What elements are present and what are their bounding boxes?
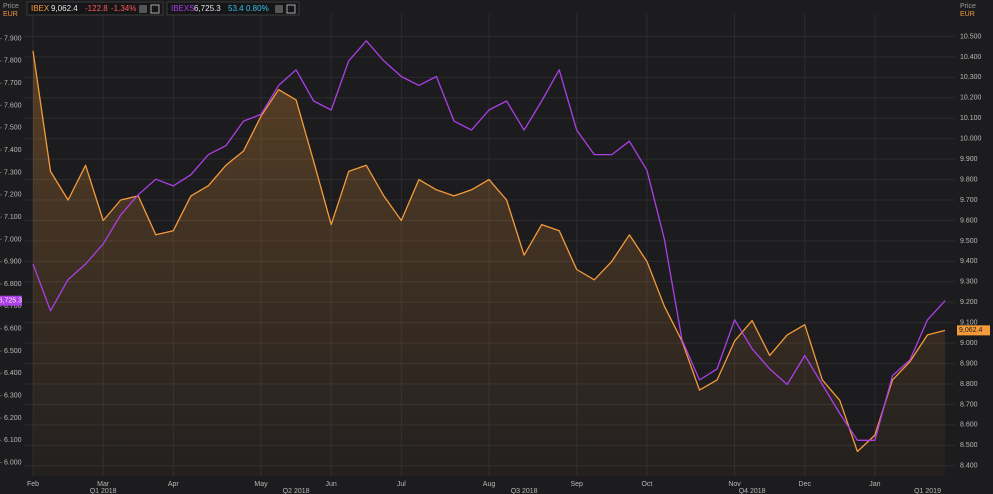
- legend-last: 6,725.3: [194, 4, 221, 13]
- y-tick-label: 7.400: [4, 147, 22, 154]
- x-tick-label: Mar: [97, 481, 110, 488]
- y-tick-label: 6.300: [4, 392, 22, 399]
- y-tick-label: 7.000: [4, 236, 22, 243]
- x-quarter-label: Q4 2018: [739, 488, 766, 494]
- y-tick-label: 6.800: [4, 281, 22, 288]
- y2-axis-unit: EUR: [960, 11, 975, 18]
- y-tick-label: 7.600: [4, 102, 22, 109]
- x-quarter-label: Q2 2018: [283, 488, 310, 494]
- legend-change-pct: 0.80%: [246, 4, 269, 13]
- y2-tick-label: 10.300: [960, 74, 982, 81]
- y2-tick-label: 9.000: [960, 340, 978, 347]
- legend-menu-icon[interactable]: [139, 5, 147, 13]
- legend-name: IBEX: [31, 4, 50, 13]
- x-tick-label: Dec: [799, 481, 812, 488]
- y2-tick-label: 10.200: [960, 95, 982, 102]
- legend-remove-icon[interactable]: [150, 4, 160, 14]
- legend-box: [26, 1, 164, 16]
- x-quarter-label: Q3 2018: [511, 488, 538, 494]
- y-tick-label: 7.900: [4, 35, 22, 42]
- y-tick-label: 7.200: [4, 192, 22, 199]
- legend-item[interactable]: IBEXS 6,725.3 53.4 0.80%: [166, 1, 300, 16]
- area: [33, 50, 946, 477]
- y2-axis-label: Price: [960, 3, 976, 10]
- y-axis-unit: EUR: [3, 11, 18, 18]
- y2-tick-label: 9.800: [960, 176, 978, 183]
- y2-tick-label: 8.400: [960, 463, 978, 470]
- x-tick-label: Aug: [483, 481, 496, 488]
- last-value-badge: [0, 295, 22, 306]
- plot-area: [32, 40, 946, 477]
- y-tick-label: 6.400: [4, 370, 22, 377]
- y2-tick-label: 9.300: [960, 279, 978, 286]
- y-tick-label: 6.700: [4, 303, 22, 310]
- x-tick-label: Jun: [326, 481, 337, 488]
- y2-tick-label: 10.100: [960, 115, 982, 122]
- x-tick-label: Feb: [27, 481, 39, 488]
- y-tick-label: 6.900: [4, 259, 22, 266]
- axes: 6.000 6.100 6.200 6.300 6.400 6.500 6.600 6.700…: [0, 33, 990, 494]
- x-tick-label: May: [254, 481, 268, 488]
- x-quarter-label: Q1 2018: [90, 488, 117, 494]
- y2-tick-label: 8.500: [960, 442, 978, 449]
- y2-tick-label: 10.000: [960, 136, 982, 143]
- x-tick-label: Apr: [168, 481, 180, 488]
- y2-tick-label: 9.100: [960, 320, 978, 327]
- line: [32, 40, 946, 441]
- y-tick-label: 7.100: [4, 214, 22, 221]
- y2-tick-label: 9.600: [960, 217, 978, 224]
- y2-tick-label: 9.900: [960, 156, 978, 163]
- legend-remove-icon[interactable]: [286, 4, 296, 14]
- y2-tick-label: 9.400: [960, 258, 978, 265]
- y-tick-label: 6.600: [4, 326, 22, 333]
- x-tick-label: Sep: [571, 481, 584, 488]
- y-tick-label: 7.700: [4, 80, 22, 87]
- y-tick-label: 7.300: [4, 169, 22, 176]
- y2-tick-label: 8.900: [960, 360, 978, 367]
- legend-menu-icon[interactable]: [275, 5, 283, 13]
- y2-tick-label: 8.800: [960, 381, 978, 388]
- line: [32, 50, 946, 453]
- y2-tick-label: 10.400: [960, 54, 982, 61]
- x-tick-label: Jul: [397, 481, 406, 488]
- y2-tick-label: 9.200: [960, 299, 978, 306]
- y-tick-label: 6.100: [4, 437, 22, 444]
- legend-box: [166, 1, 300, 16]
- y-axis-label: Price: [3, 3, 19, 10]
- x-quarter-label: Q1 2019: [914, 488, 941, 494]
- x-tick-label: Nov: [728, 481, 741, 488]
- legend-item[interactable]: IBEX 9,062.4 -122.8 -1.34%: [26, 1, 164, 16]
- legend-name: IBEXS: [171, 4, 195, 13]
- y2-tick-label: 8.600: [960, 422, 978, 429]
- x-tick-label: Oct: [641, 481, 652, 488]
- legend-last: 9,062.4: [51, 4, 78, 13]
- y2-tick-label: 9.700: [960, 197, 978, 204]
- last-value-label: 6,725.3: [0, 298, 22, 305]
- last-value-label: 9,062.4: [959, 327, 982, 334]
- y-tick-label: 6.500: [4, 348, 22, 355]
- legend-change: -122.8: [85, 4, 108, 13]
- y-tick-label: 6.200: [4, 415, 22, 422]
- y2-tick-label: 10.500: [960, 33, 982, 40]
- last-value-badge: [957, 325, 990, 336]
- legend-change-pct: -1.34%: [111, 4, 136, 13]
- legend-change: 53.4: [228, 4, 244, 13]
- y2-tick-label: 9.500: [960, 238, 978, 245]
- y2-tick-label: 8.700: [960, 401, 978, 408]
- x-tick-label: Jan: [869, 481, 880, 488]
- y-tick-label: 6.000: [4, 459, 22, 466]
- y-tick-label: 7.500: [4, 125, 22, 132]
- y-tick-label: 7.800: [4, 58, 22, 65]
